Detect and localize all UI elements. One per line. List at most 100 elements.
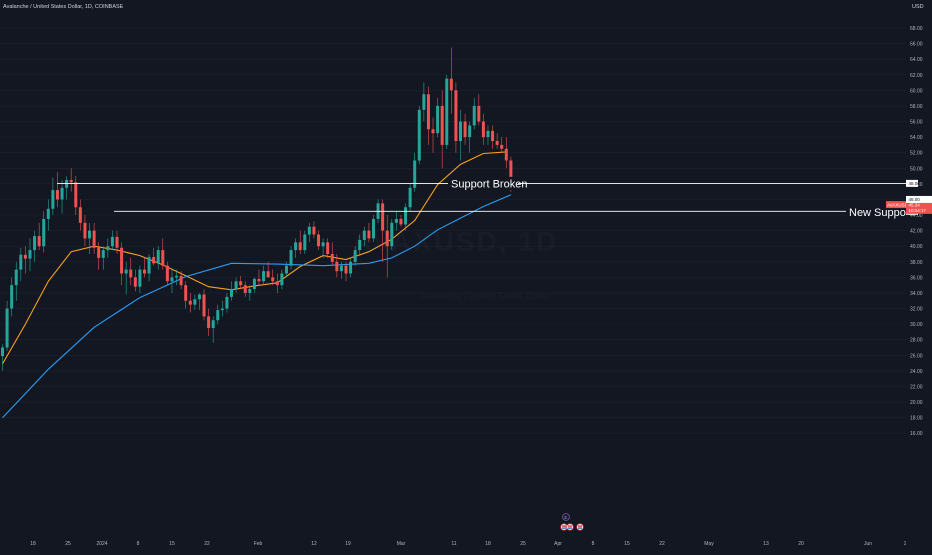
price-axis-svg: 68.00 66.00 64.00 62.00 60.00 58.00 56.00 54.00… bbox=[906, 26, 932, 437]
candle-body bbox=[23, 254, 27, 259]
candle-body bbox=[440, 105, 444, 145]
candle-body bbox=[106, 246, 110, 251]
price-tick-label: 34.00 bbox=[910, 291, 923, 297]
candle bbox=[5, 300, 9, 351]
horizontal-levels[interactable]: Support Broken New Support? bbox=[57, 176, 919, 219]
candle-body bbox=[271, 277, 275, 282]
chart-area[interactable]: Support Broken New Support? E AVAXUSD AVA… bbox=[0, 0, 919, 536]
price-tick-label: 30.00 bbox=[910, 322, 923, 328]
svg-text:48.06: 48.06 bbox=[909, 181, 921, 186]
candle bbox=[197, 292, 201, 311]
candle bbox=[404, 203, 408, 231]
candle-body bbox=[491, 130, 495, 141]
candle bbox=[262, 265, 266, 286]
candle-body bbox=[42, 218, 46, 247]
candle bbox=[307, 222, 311, 243]
candle-body bbox=[358, 239, 362, 251]
candle-body bbox=[294, 242, 298, 251]
candle-body bbox=[193, 299, 197, 305]
candle-body bbox=[33, 236, 37, 251]
candle bbox=[19, 247, 23, 282]
candle-body bbox=[303, 234, 307, 251]
flag-icon[interactable] bbox=[566, 523, 574, 531]
candle bbox=[129, 257, 133, 286]
candle-body bbox=[262, 271, 266, 282]
earnings-icon[interactable]: E bbox=[562, 513, 570, 521]
candle-body bbox=[495, 140, 499, 145]
time-tick-label: May bbox=[704, 541, 714, 547]
candle-body bbox=[97, 247, 101, 258]
candle-body bbox=[431, 129, 435, 134]
candle-body bbox=[289, 250, 293, 266]
candle-body bbox=[449, 78, 453, 91]
candle-body bbox=[381, 203, 385, 231]
ma-value-badge: 46.00 bbox=[906, 195, 932, 203]
candle-body bbox=[349, 261, 353, 274]
candle bbox=[188, 292, 192, 313]
candle bbox=[385, 215, 389, 278]
candle bbox=[51, 177, 55, 216]
last-price-badge: 45.34 bbox=[906, 201, 932, 209]
price-tick-label: 26.00 bbox=[910, 353, 923, 359]
candle bbox=[207, 308, 211, 336]
price-tick-label: 68.00 bbox=[910, 26, 923, 32]
event-icons[interactable]: E bbox=[560, 513, 584, 531]
candle bbox=[362, 226, 366, 247]
candle-body bbox=[51, 190, 55, 209]
candle-body bbox=[266, 271, 270, 278]
candle-body bbox=[385, 230, 389, 247]
candle bbox=[120, 242, 124, 286]
candle bbox=[390, 218, 394, 251]
candle bbox=[440, 90, 444, 169]
candle-body bbox=[142, 269, 146, 274]
price-axis[interactable]: 68.00 66.00 64.00 62.00 60.00 58.00 56.00 54.00… bbox=[906, 0, 932, 550]
candle bbox=[426, 86, 430, 145]
candle-body bbox=[312, 226, 316, 235]
candle-body bbox=[1, 347, 4, 357]
candles bbox=[1, 47, 513, 371]
symbol-tag: AVAXUSD bbox=[886, 201, 909, 209]
svg-text:E: E bbox=[564, 515, 567, 520]
candle bbox=[394, 211, 398, 231]
candle bbox=[330, 242, 334, 266]
time-tick-label: 22 bbox=[659, 541, 665, 547]
time-axis[interactable]: 18 25 2024 8 15 22 Feb 12 19 Mar 11 18 25 Apr 8 15 22 May… bbox=[0, 536, 906, 550]
support-broken-label[interactable]: Support Broken bbox=[451, 178, 527, 190]
candle bbox=[248, 285, 252, 301]
candle-body bbox=[344, 265, 348, 274]
new-support-label[interactable]: New Support? bbox=[849, 207, 919, 219]
time-tick-label: Feb bbox=[254, 541, 263, 547]
candle-body bbox=[436, 105, 440, 134]
candle bbox=[252, 277, 256, 293]
candle bbox=[239, 275, 243, 290]
symbol-title[interactable]: Avalanche / United States Dollar, 1D, CO… bbox=[3, 4, 124, 10]
candle bbox=[83, 215, 87, 247]
candle bbox=[495, 133, 499, 149]
candle-body bbox=[211, 320, 215, 329]
candle-body bbox=[248, 289, 252, 293]
currency-label[interactable]: USD bbox=[912, 4, 924, 10]
candle-body bbox=[65, 179, 69, 188]
candle bbox=[216, 304, 220, 325]
candle-body bbox=[500, 144, 504, 149]
flag-icon[interactable] bbox=[576, 523, 584, 531]
price-chart[interactable]: Support Broken New Support? E AVAXUSD bbox=[0, 0, 919, 536]
candle-body bbox=[481, 121, 485, 138]
candle bbox=[454, 82, 458, 153]
price-tick-label: 50.00 bbox=[910, 166, 923, 172]
candle-body bbox=[408, 187, 412, 208]
time-tick-label: 8 bbox=[592, 541, 595, 547]
candle bbox=[431, 117, 435, 153]
candle-body bbox=[257, 278, 261, 282]
candle bbox=[289, 246, 293, 270]
candle-body bbox=[394, 218, 398, 223]
candle bbox=[381, 199, 385, 262]
candle-body bbox=[399, 218, 403, 225]
candle-body bbox=[161, 250, 165, 266]
candle-body bbox=[335, 261, 339, 272]
candle bbox=[436, 98, 440, 138]
candle bbox=[422, 82, 426, 122]
candle bbox=[28, 238, 32, 272]
candle bbox=[115, 230, 119, 254]
price-tick-label: 18.00 bbox=[910, 416, 923, 422]
